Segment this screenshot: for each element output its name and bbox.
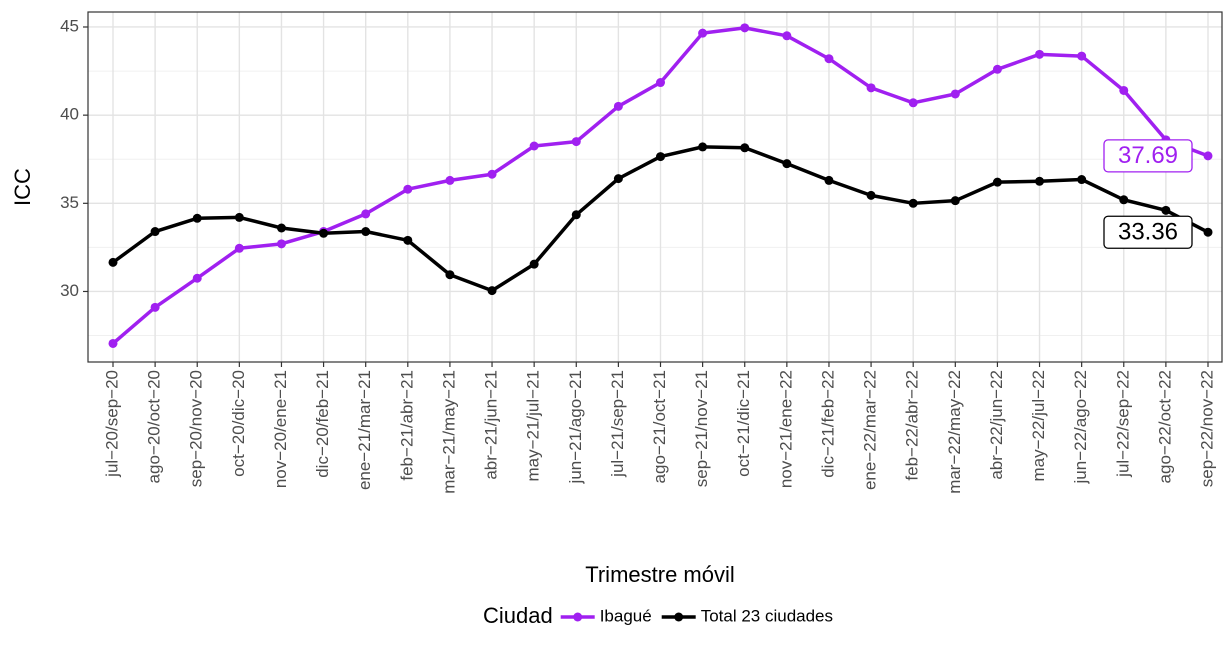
legend-symbol-point (573, 612, 583, 622)
x-axis-label: Trimestre móvil (585, 562, 735, 587)
x-tick-label: mar−21/may−21 (439, 370, 458, 494)
data-point (487, 169, 497, 179)
data-point (740, 23, 750, 33)
x-tick-label: jul−22/sep−22 (1113, 370, 1132, 478)
data-point (908, 198, 918, 208)
y-tick-label: 35 (60, 193, 79, 212)
data-point (571, 137, 581, 147)
data-point (698, 142, 708, 152)
data-point (571, 210, 581, 220)
data-point (866, 190, 876, 200)
data-point (908, 98, 918, 108)
data-point (1119, 85, 1129, 95)
legend-label: Total 23 ciudades (701, 606, 833, 625)
y-tick-label: 45 (60, 16, 79, 35)
x-tick-label: abr−21/jun−21 (482, 370, 501, 480)
data-point (656, 152, 665, 162)
data-point (740, 143, 750, 153)
x-tick-label: abr−22/jun−22 (987, 370, 1006, 480)
x-tick-label: oct−21/dic−21 (734, 370, 753, 477)
data-point (150, 302, 160, 312)
data-point (698, 28, 708, 38)
x-tick-label: feb−21/abr−21 (397, 370, 416, 481)
data-point (319, 228, 329, 238)
data-point (445, 175, 455, 185)
data-label: 37.69 (1118, 142, 1178, 169)
data-point (192, 213, 202, 223)
data-point (403, 235, 413, 245)
x-tick-label: jun−21/ago−21 (566, 370, 585, 484)
data-point (234, 212, 244, 222)
data-point (613, 101, 623, 111)
x-tick-label: sep−22/nov−22 (1197, 370, 1216, 487)
data-point (782, 159, 792, 169)
data-point (276, 239, 286, 249)
data-point (1203, 151, 1213, 161)
data-point (1077, 51, 1087, 61)
data-point (782, 31, 792, 41)
x-tick-label: ene−22/mar−22 (861, 370, 880, 490)
x-tick-label: nov−21/ene−22 (776, 370, 795, 488)
x-tick-label: dic−21/feb−22 (818, 370, 837, 478)
data-point (656, 78, 665, 88)
data-point (529, 259, 539, 269)
data-point (361, 227, 371, 237)
y-tick-label: 30 (60, 281, 79, 300)
data-point (950, 196, 960, 206)
x-tick-label: may−22/jul−22 (1029, 370, 1048, 482)
data-point (108, 257, 118, 267)
data-point (192, 273, 202, 283)
x-tick-label: sep−21/nov−21 (692, 370, 711, 487)
legend-label: Ibagué (600, 606, 652, 625)
data-point (866, 83, 876, 93)
data-point (487, 286, 497, 296)
data-point (1035, 49, 1045, 59)
data-point (1119, 195, 1129, 205)
y-axis-label: ICC (10, 168, 35, 206)
data-label-box (1103, 139, 1193, 173)
data-point (108, 338, 118, 348)
data-point (1161, 205, 1171, 215)
x-tick-label: jul−20/sep−20 (102, 370, 121, 478)
x-tick-label: feb−22/abr−22 (903, 370, 922, 481)
x-tick-label: may−21/jul−21 (524, 370, 543, 482)
data-point (613, 174, 623, 184)
data-point (445, 270, 455, 280)
x-tick-label: dic−20/feb−21 (313, 370, 332, 478)
x-tick-label: ene−21/mar−21 (355, 370, 374, 490)
x-tick-label: ago−21/oct−21 (650, 370, 669, 483)
legend: Ciudad Ibagué Total 23 ciudades (483, 603, 833, 628)
x-tick-label: sep−20/nov−20 (187, 370, 206, 487)
data-point (276, 223, 286, 233)
data-label: 33.36 (1118, 219, 1178, 246)
data-point (824, 175, 834, 185)
data-point (529, 141, 539, 151)
data-point (234, 243, 244, 253)
y-tick-label: 40 (60, 105, 79, 124)
data-point (992, 64, 1002, 74)
legend-symbol-point (674, 612, 684, 622)
x-tick-label: jul−21/sep−21 (608, 370, 627, 478)
x-tick-label: ago−22/oct−22 (1155, 370, 1174, 483)
data-point (1035, 176, 1045, 186)
x-tick-label: ago−20/oct−20 (145, 370, 164, 483)
data-point (150, 227, 160, 237)
data-point (361, 209, 371, 219)
data-point (403, 184, 413, 194)
x-tick-label: oct−20/dic−20 (229, 370, 248, 477)
data-point (950, 89, 960, 99)
x-tick-label: nov−20/ene−21 (271, 370, 290, 488)
data-point (992, 177, 1002, 187)
data-label-box (1103, 215, 1193, 249)
data-point (1203, 227, 1213, 237)
x-tick-label: mar−22/may−22 (945, 370, 964, 494)
plot-background (88, 12, 1222, 362)
legend-title: Ciudad (483, 603, 553, 628)
data-point (824, 54, 834, 64)
data-point (1077, 175, 1087, 185)
plot-border (87, 11, 1223, 363)
x-tick-label: jun−22/ago−22 (1071, 370, 1090, 484)
